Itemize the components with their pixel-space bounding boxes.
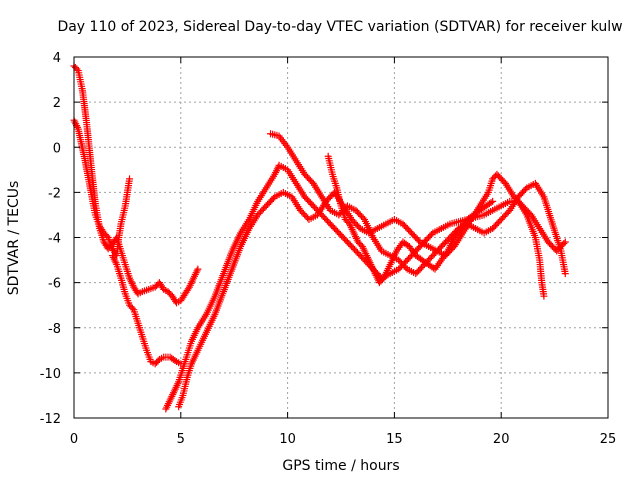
data-point-fill [103,232,111,240]
y-tick-label: 4 [53,51,61,66]
data-point [489,197,497,205]
x-axis-label: GPS time / hours [282,458,399,474]
x-tick-label: 0 [70,432,78,447]
chart-title: Day 110 of 2023, Sidereal Day-to-day VTE… [57,19,622,35]
data-point-fill [73,65,81,73]
y-tick-label: -2 [48,186,61,201]
data-point-fill [154,357,162,365]
x-tick-label: 10 [279,432,296,447]
data-point [561,238,569,246]
y-tick-label: -8 [48,322,61,337]
data-point-fill [359,214,367,222]
data-point [194,265,202,273]
data-point [126,175,134,183]
x-tick-label: 15 [386,432,403,447]
y-tick-label: -12 [40,412,61,427]
data-points [70,62,569,413]
data-point [540,292,548,300]
axis-ticks: 0 5 10 15 20 25 -12 -10 -8 -6 -4 -2 0 2 4 [40,51,617,447]
y-tick-label: 0 [53,141,61,156]
y-tick-label: 2 [53,96,61,111]
data-point-fill [487,199,495,207]
data-point-fill [521,185,529,193]
data-point-fill [269,194,277,202]
data-point-fill [402,264,410,272]
data-point-fill [427,230,435,238]
data-point [561,270,569,278]
data-point-fill [560,240,568,248]
y-tick-label: -4 [48,232,61,247]
y-tick-label: -6 [48,277,61,292]
data-point-fill [128,304,136,312]
data-point-fill [171,356,179,364]
data-point-fill [415,237,423,245]
data-point-fill [355,223,363,231]
x-tick-label: 5 [177,432,185,447]
y-axis-label: SDTVAR / TECUs [6,181,22,296]
y-tick-label: -10 [40,367,61,382]
x-tick-label: 20 [493,432,510,447]
x-tick-label: 25 [600,432,617,447]
